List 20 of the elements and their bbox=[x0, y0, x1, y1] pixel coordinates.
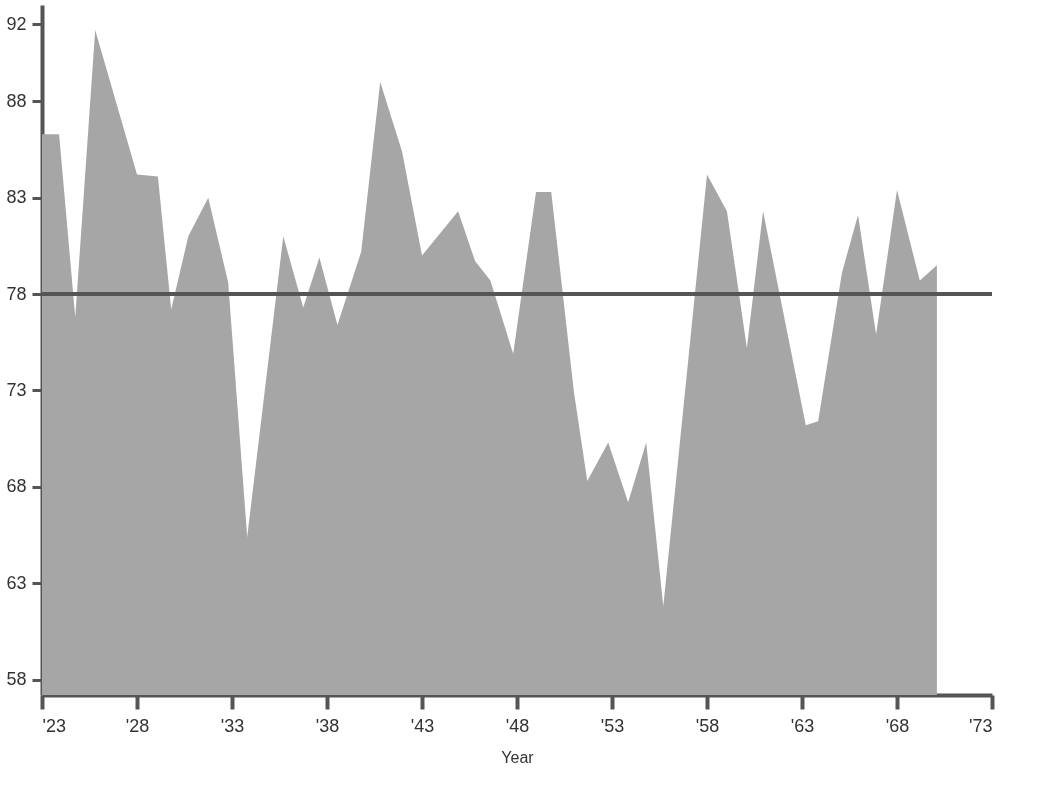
y-tick-label: 88 bbox=[6, 90, 27, 111]
x-tick-label: '63 bbox=[790, 715, 815, 736]
y-tick-label: 68 bbox=[6, 476, 27, 497]
x-tick-label: '73 bbox=[969, 715, 993, 736]
x-tick-label: '48 bbox=[505, 715, 530, 736]
x-tick-label: '38 bbox=[315, 715, 340, 736]
x-tick-label: '53 bbox=[600, 715, 625, 736]
y-tick-label: 83 bbox=[6, 187, 27, 208]
y-tick-label: 78 bbox=[6, 283, 27, 304]
y-tick-label: 73 bbox=[6, 379, 27, 400]
x-tick-label: '28 bbox=[125, 715, 150, 736]
x-tick-label: '23 bbox=[42, 715, 66, 736]
x-axis-title: Year bbox=[501, 748, 535, 766]
y-tick-label: 58 bbox=[6, 669, 27, 690]
x-tick-label: '33 bbox=[220, 715, 245, 736]
x-tick-label: '43 bbox=[410, 715, 435, 736]
x-tick-label: '68 bbox=[885, 715, 910, 736]
y-tick-label: 92 bbox=[6, 13, 27, 34]
x-tick-label: '58 bbox=[695, 715, 720, 736]
y-tick-label: 63 bbox=[6, 572, 27, 593]
